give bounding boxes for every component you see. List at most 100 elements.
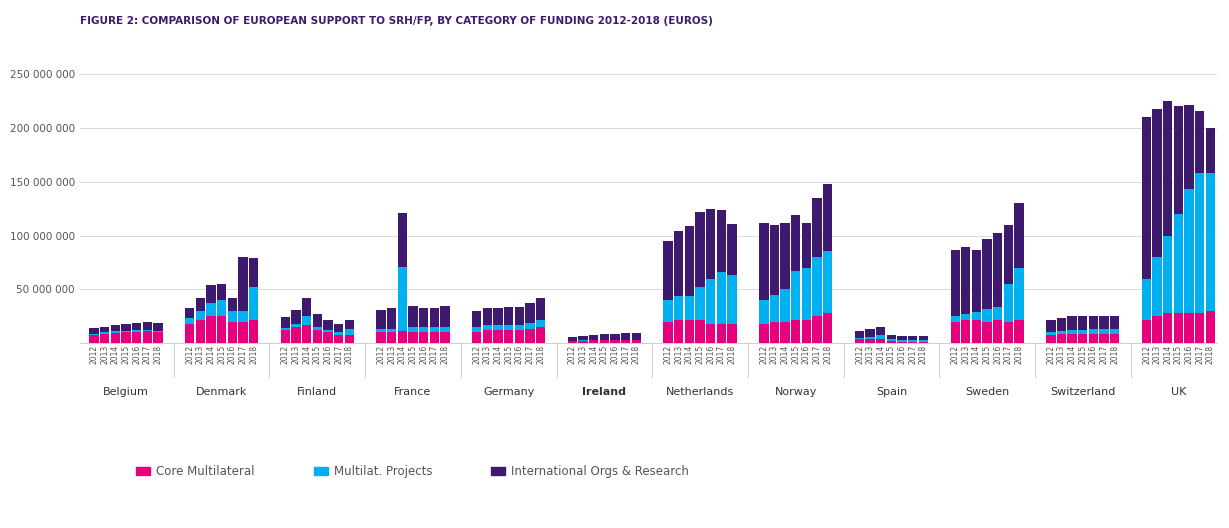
Bar xyxy=(154,331,162,333)
Bar xyxy=(483,331,492,343)
Bar xyxy=(515,325,524,331)
Bar xyxy=(100,334,109,343)
Bar xyxy=(908,342,917,343)
Bar xyxy=(419,333,428,343)
Bar xyxy=(664,300,672,322)
Text: Germany: Germany xyxy=(483,386,535,397)
Bar xyxy=(440,333,450,343)
Bar xyxy=(961,248,971,314)
Bar xyxy=(536,327,546,343)
Bar xyxy=(600,340,610,343)
Bar xyxy=(238,322,247,343)
Bar xyxy=(728,324,736,343)
Bar xyxy=(685,226,694,296)
Bar xyxy=(122,333,130,343)
Bar xyxy=(1174,214,1184,313)
Bar xyxy=(334,333,343,335)
Bar xyxy=(1153,109,1161,257)
Bar xyxy=(90,334,98,335)
Bar xyxy=(1014,319,1024,343)
Bar xyxy=(1089,316,1097,329)
Bar xyxy=(673,296,683,319)
Bar xyxy=(993,233,1003,307)
Bar xyxy=(1142,279,1152,319)
Bar xyxy=(504,307,514,325)
Bar xyxy=(323,331,333,333)
Bar xyxy=(950,250,960,316)
Bar xyxy=(908,340,917,342)
Bar xyxy=(685,319,694,343)
Bar xyxy=(961,314,971,319)
Bar xyxy=(1057,318,1067,331)
Bar xyxy=(1163,313,1172,343)
Bar xyxy=(515,307,524,325)
Bar xyxy=(1046,335,1056,343)
Bar xyxy=(483,308,492,325)
Bar xyxy=(515,331,524,343)
Bar xyxy=(717,210,726,272)
Bar xyxy=(886,341,896,343)
Bar xyxy=(280,317,290,328)
Bar xyxy=(419,308,428,327)
Bar xyxy=(387,333,397,343)
Bar xyxy=(186,324,194,343)
Bar xyxy=(812,198,822,257)
Bar xyxy=(1068,334,1077,343)
Bar xyxy=(1014,268,1024,319)
Bar xyxy=(760,324,768,343)
Bar xyxy=(227,298,237,311)
Bar xyxy=(312,314,322,327)
Bar xyxy=(897,342,907,343)
Bar xyxy=(408,306,418,327)
Bar xyxy=(1046,319,1056,333)
Bar xyxy=(195,311,205,319)
Bar xyxy=(812,316,822,343)
Bar xyxy=(238,311,247,322)
Bar xyxy=(780,289,790,322)
Bar xyxy=(568,336,578,341)
Bar xyxy=(855,338,864,339)
Bar xyxy=(1068,316,1077,331)
Bar xyxy=(717,324,726,343)
Text: Sweden: Sweden xyxy=(965,386,1009,397)
Bar xyxy=(132,323,141,330)
Bar xyxy=(801,223,811,268)
Bar xyxy=(536,319,546,327)
Bar xyxy=(769,295,779,322)
Bar xyxy=(376,333,386,343)
Bar xyxy=(312,327,322,331)
Bar xyxy=(280,328,290,331)
Bar xyxy=(218,284,226,300)
Bar xyxy=(291,310,301,324)
Bar xyxy=(1174,107,1184,214)
Bar xyxy=(504,331,514,343)
Bar xyxy=(387,308,397,329)
Bar xyxy=(154,333,162,343)
Bar xyxy=(865,339,875,343)
Bar xyxy=(1195,313,1204,343)
Bar xyxy=(1206,128,1215,173)
Bar xyxy=(1195,111,1204,173)
Bar xyxy=(195,319,205,343)
Bar xyxy=(1078,330,1088,334)
Bar xyxy=(493,331,503,343)
Bar xyxy=(472,327,482,333)
Bar xyxy=(812,257,822,316)
Text: Belgium: Belgium xyxy=(103,386,149,397)
Bar xyxy=(398,267,407,332)
Bar xyxy=(1185,313,1193,343)
Bar xyxy=(111,332,120,333)
Bar xyxy=(536,298,546,319)
Bar xyxy=(705,279,715,324)
Bar xyxy=(344,329,354,335)
Bar xyxy=(1206,311,1215,343)
Bar xyxy=(993,319,1003,343)
Bar xyxy=(664,241,672,300)
Text: Spain: Spain xyxy=(876,386,907,397)
Bar xyxy=(218,300,226,316)
Bar xyxy=(111,333,120,343)
Bar xyxy=(1163,235,1172,313)
Bar xyxy=(1004,225,1013,284)
Bar xyxy=(504,325,514,331)
Bar xyxy=(876,327,885,335)
